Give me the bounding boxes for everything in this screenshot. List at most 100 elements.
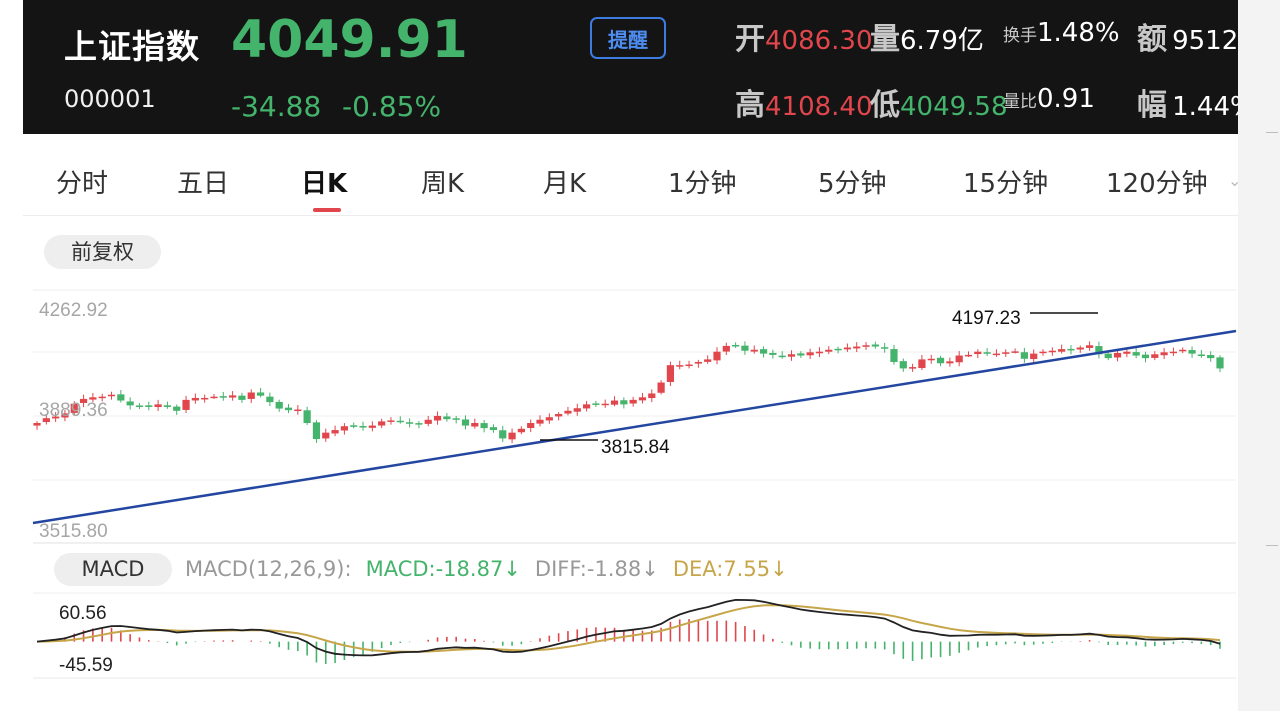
- tab-intraday[interactable]: 分时: [56, 169, 109, 199]
- candlestick: [461, 415, 470, 430]
- candlestick: [797, 351, 805, 358]
- macd-axis-max: 60.56: [59, 603, 107, 624]
- y-axis-label-max: 4262.92: [39, 300, 108, 321]
- candlestick: [666, 361, 675, 386]
- candlestick: [89, 392, 97, 403]
- adjust-button[interactable]: 前复权: [44, 235, 161, 269]
- turnover-label: 换手: [1003, 26, 1037, 46]
- tab-monthly-k[interactable]: 月K: [543, 169, 587, 199]
- candlestick: [1067, 345, 1075, 355]
- candlestick: [117, 389, 125, 403]
- stat-low: 低4049.58: [870, 80, 1008, 124]
- candlestick: [294, 405, 302, 415]
- candlestick: [573, 403, 581, 416]
- high-value: 4108.40: [765, 92, 873, 122]
- candlestick: [909, 363, 917, 372]
- y-axis-label-min: 3515.80: [39, 521, 108, 542]
- tab-daily-k[interactable]: 日K: [301, 169, 348, 199]
- vol-ratio-label: 量比: [1003, 92, 1037, 112]
- candlestick: [871, 341, 879, 349]
- tab-five-day[interactable]: 五日: [177, 169, 230, 199]
- candlestick: [564, 406, 572, 416]
- candlestick: [266, 392, 274, 407]
- candlestick: [1002, 349, 1010, 357]
- candlestick: [443, 412, 451, 422]
- candlestick: [778, 351, 786, 359]
- right-panel-edge: [1238, 0, 1280, 711]
- index-name: 上证指数: [64, 27, 200, 66]
- macd-value: MACD:-18.87↓: [365, 557, 521, 581]
- candlestick: [350, 422, 358, 429]
- candlestick: [610, 396, 619, 407]
- candlestick: [592, 400, 600, 407]
- candlestick: [555, 412, 563, 421]
- candlestick: [489, 424, 498, 433]
- macd-indicator-button[interactable]: MACD: [54, 553, 172, 586]
- candlestick: [247, 389, 255, 404]
- candlestick: [964, 351, 973, 357]
- candlestick: [499, 425, 507, 442]
- candlestick: [527, 419, 535, 433]
- candlestick: [229, 391, 237, 401]
- tab-1-minute[interactable]: 1分钟: [668, 169, 737, 199]
- candlestick: [1207, 351, 1215, 362]
- candlestick: [787, 350, 796, 361]
- low-label: 低: [870, 88, 900, 123]
- candlestick: [163, 401, 172, 409]
- tab-weekly-k[interactable]: 周K: [421, 169, 465, 199]
- candlestick: [284, 404, 293, 414]
- tab-15-minute[interactable]: 15分钟: [963, 169, 1049, 199]
- candlesticks: [33, 341, 1224, 444]
- tab-5-minute[interactable]: 5分钟: [818, 169, 887, 199]
- candlestick: [582, 400, 591, 412]
- stat-high: 高4108.40: [735, 80, 873, 124]
- macd-histogram: [45, 619, 1221, 664]
- candlestick: [741, 341, 749, 355]
- candlestick: [713, 347, 721, 365]
- trendline: [32, 329, 1237, 525]
- candlestick: [517, 426, 525, 435]
- candlestick: [1085, 341, 1094, 351]
- candlestick: [759, 346, 768, 358]
- candlestick: [1011, 348, 1019, 354]
- candlestick: [881, 342, 889, 353]
- candlestick: [135, 403, 144, 410]
- annotation-high-label: 4197.23: [952, 308, 1021, 329]
- candlestick: [1113, 350, 1122, 362]
- candlestick: [182, 395, 190, 413]
- candlestick: [387, 417, 395, 425]
- alert-button[interactable]: 提醒: [590, 17, 666, 59]
- open-label: 开: [735, 22, 765, 57]
- tab-120-minute[interactable]: 120分钟: [1106, 169, 1208, 199]
- candlestick: [98, 393, 106, 402]
- candlestick: [676, 360, 684, 370]
- candlestick: [275, 399, 283, 412]
- candlestick: [601, 399, 609, 408]
- candlestick: [1197, 349, 1205, 358]
- candlestick: [1076, 345, 1084, 353]
- candlestick: [825, 346, 833, 355]
- candlestick: [126, 397, 134, 410]
- stat-volume-ratio: 量比0.91: [1003, 84, 1095, 114]
- stat-amount: 额 9512: [1137, 14, 1238, 58]
- chevron-down-icon[interactable]: ⌄: [1228, 171, 1242, 190]
- turnover-value: 1.48%: [1037, 18, 1120, 48]
- stat-open: 开4086.30: [735, 14, 873, 58]
- price-change: -34.88: [231, 90, 322, 123]
- candlestick: [378, 418, 386, 429]
- candlestick: [918, 354, 926, 371]
- left-edge: [0, 0, 23, 711]
- candlestick: [1132, 347, 1140, 359]
- candlestick: [452, 415, 460, 424]
- amount-value: 9512: [1172, 26, 1238, 56]
- candlestick: [1020, 347, 1028, 363]
- amount-label: 额: [1137, 22, 1167, 57]
- candlestick: [732, 342, 740, 348]
- candlestick: [79, 394, 88, 408]
- candlestick: [471, 418, 479, 429]
- candlestick: [42, 414, 50, 425]
- candlestick: [927, 354, 935, 364]
- candlestick: [890, 344, 898, 365]
- candlestick: [433, 411, 442, 425]
